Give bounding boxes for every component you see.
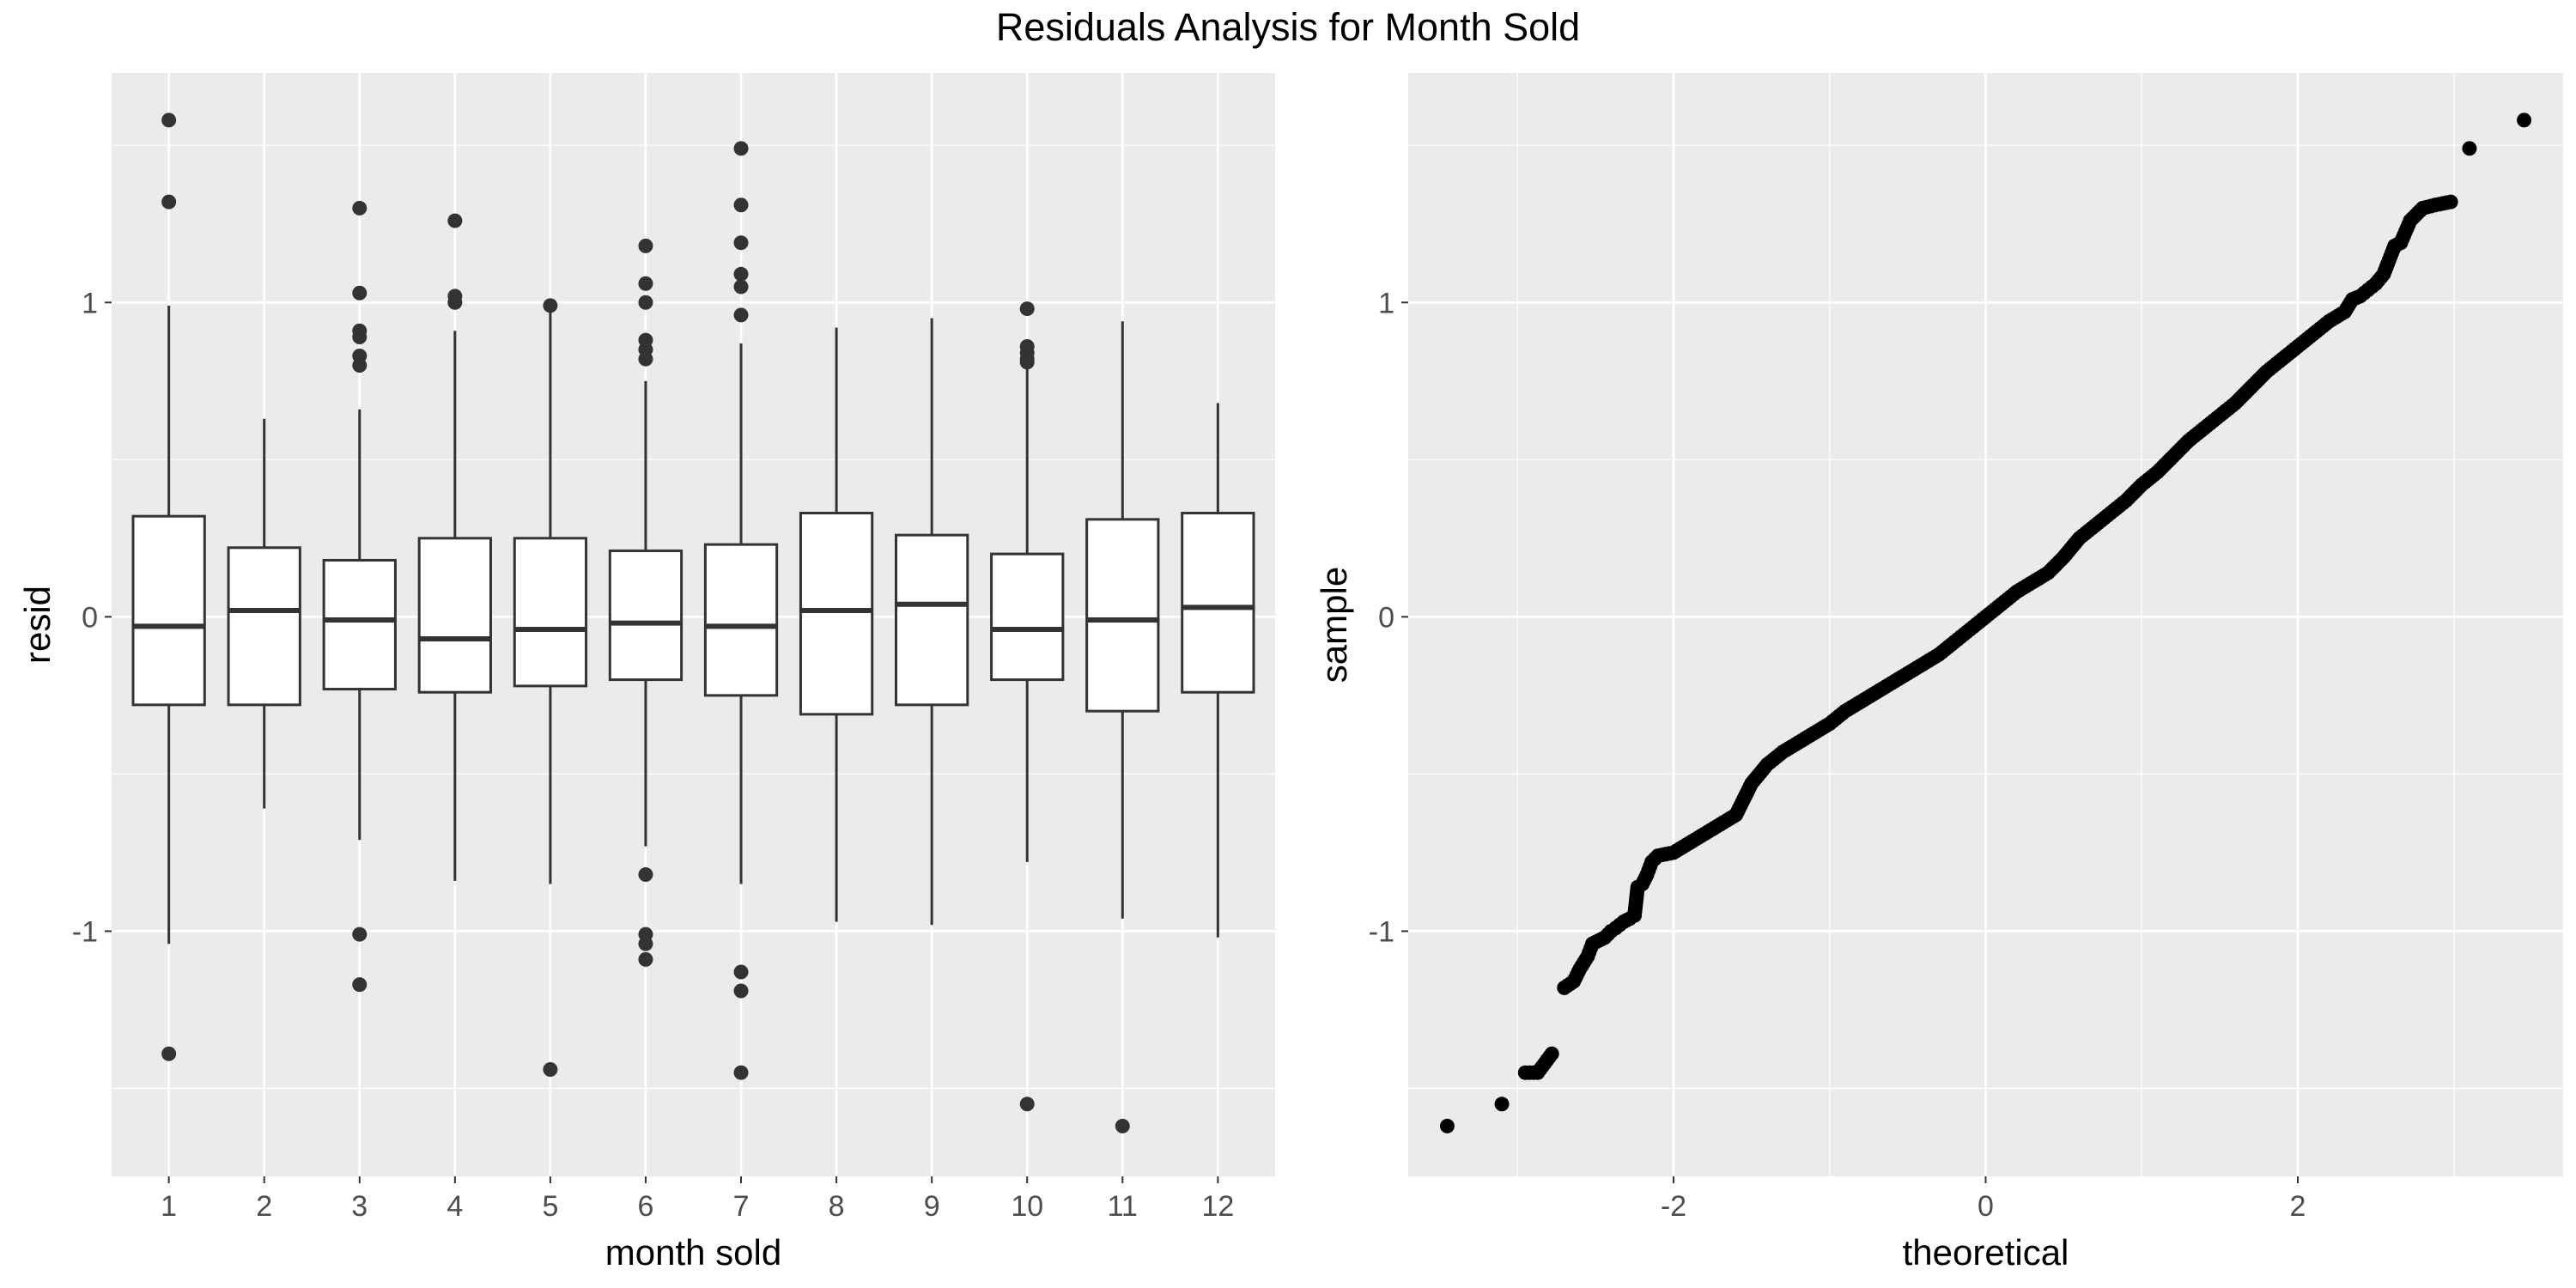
outlier-point (352, 977, 368, 993)
boxplot-box-month-3 (322, 200, 397, 993)
qq-plot-points (1439, 112, 2532, 1133)
outlier-point (638, 867, 653, 883)
boxplot-box-month-2 (227, 418, 301, 809)
outlier-point (447, 213, 463, 228)
boxplot-y-tick-label: 1 (82, 287, 98, 319)
outlier-point (638, 238, 653, 253)
figure-title: Residuals Analysis for Month Sold (995, 5, 1581, 49)
outlier-point (733, 983, 749, 999)
interquartile-box (1181, 512, 1255, 694)
qq-point (2443, 194, 2458, 210)
outlier-point (733, 235, 749, 251)
qq-plot-x-axis-title: theoretical (1903, 1232, 2069, 1273)
interquartile-box (131, 514, 206, 707)
boxplot-box-month-12 (1181, 403, 1255, 938)
interquartile-box (799, 512, 874, 716)
qq-plot-y-axis-title: sample (1314, 567, 1354, 683)
qq-point (1544, 1046, 1559, 1061)
outlier-point (352, 357, 368, 373)
boxplot-y-tick-label: -1 (72, 915, 98, 948)
outlier-point (638, 351, 653, 367)
outlier-point (733, 279, 749, 295)
boxplot-y-axis-title: resid (17, 586, 58, 664)
qq-x-tick-label: -2 (1661, 1190, 1686, 1223)
outlier-point (352, 330, 368, 345)
outlier-point (161, 112, 177, 128)
outlier-point (733, 141, 749, 156)
boxplot-box-month-7 (703, 141, 779, 1080)
boxplot-panel-background (112, 73, 1275, 1176)
interquartile-box (703, 543, 779, 697)
outlier-point (733, 266, 749, 282)
outlier-point (1115, 1118, 1130, 1133)
qq-x-tick-label: 2 (2290, 1190, 2306, 1223)
qq-point (2462, 141, 2477, 156)
qq-plot-x-ticks: -2 0 2 (1661, 1176, 2306, 1223)
outlier-point (352, 200, 368, 216)
boxplot-panel: -101 1 2 3 4 5 6 7 8 9 10 11 12 month sold resid (17, 73, 1275, 1273)
interquartile-box (1085, 518, 1160, 713)
outlier-point (352, 285, 368, 301)
qq-y-tick-label: 0 (1378, 601, 1394, 634)
boxplot-x-tick-label: 9 (924, 1190, 940, 1223)
boxplot-x-tick-label: 12 (1201, 1190, 1234, 1223)
boxplot-x-tick-label: 2 (256, 1190, 272, 1223)
outlier-point (352, 927, 368, 942)
outlier-point (638, 295, 653, 310)
interquartile-box (322, 558, 397, 691)
boxplot-x-tick-label: 3 (351, 1190, 368, 1223)
boxplot-y-ticks: -1 0 1 (72, 287, 112, 948)
interquartile-box (417, 537, 492, 694)
qq-y-tick-label: -1 (1369, 915, 1394, 948)
interquartile-box (513, 537, 588, 688)
qq-point (1494, 1097, 1510, 1112)
boxplot-x-tick-label: 5 (542, 1190, 558, 1223)
outlier-point (447, 295, 463, 310)
boxplot-x-tick-label: 8 (829, 1190, 845, 1223)
boxplot-box-month-9 (895, 318, 969, 926)
boxplot-box-month-6 (608, 238, 683, 967)
interquartile-box (608, 549, 683, 682)
boxplot-box-month-1 (131, 112, 206, 1061)
qq-point (1439, 1118, 1455, 1133)
qq-x-tick-label: 0 (1978, 1190, 1994, 1223)
boxplot-y-tick-label: 0 (82, 601, 98, 634)
qq-plot-panel: -1 0 1 -2 0 2 theoretical sample (1314, 73, 2563, 1273)
outlier-point (638, 936, 653, 951)
outlier-point (638, 276, 653, 291)
outlier-point (1019, 301, 1035, 317)
boxplot-marks (131, 112, 1255, 1133)
qq-point (2517, 112, 2532, 128)
outlier-point (161, 194, 177, 210)
boxplot-x-tick-label: 4 (447, 1190, 463, 1223)
boxplot-box-month-10 (990, 301, 1065, 1112)
outlier-point (733, 307, 749, 323)
boxplot-box-month-8 (799, 327, 874, 922)
qq-plot-y-ticks: -1 0 1 (1369, 287, 1408, 948)
boxplot-x-tick-label: 11 (1108, 1190, 1138, 1223)
interquartile-box (895, 533, 969, 707)
outlier-point (638, 951, 653, 967)
interquartile-box (227, 546, 301, 707)
boxplot-box-month-5 (513, 298, 588, 1078)
boxplot-x-axis-title: month sold (605, 1232, 781, 1273)
boxplot-x-tick-label: 6 (638, 1190, 654, 1223)
qq-y-tick-label: 1 (1378, 287, 1394, 319)
outlier-point (733, 1065, 749, 1080)
outlier-point (161, 1046, 177, 1061)
boxplot-x-tick-label: 10 (1011, 1190, 1043, 1223)
boxplot-x-ticks: 1 2 3 4 5 6 7 8 9 10 11 12 (161, 1176, 1234, 1223)
outlier-point (543, 1062, 558, 1078)
boxplot-x-tick-label: 1 (161, 1190, 177, 1223)
interquartile-box (990, 552, 1065, 682)
boxplot-box-month-11 (1085, 321, 1160, 1133)
outlier-point (733, 197, 749, 213)
outlier-point (733, 964, 749, 980)
outlier-point (1019, 1097, 1035, 1112)
boxplot-x-tick-label: 7 (733, 1190, 750, 1223)
outlier-point (1019, 355, 1035, 370)
outlier-point (543, 298, 558, 313)
boxplot-box-month-4 (417, 213, 492, 881)
